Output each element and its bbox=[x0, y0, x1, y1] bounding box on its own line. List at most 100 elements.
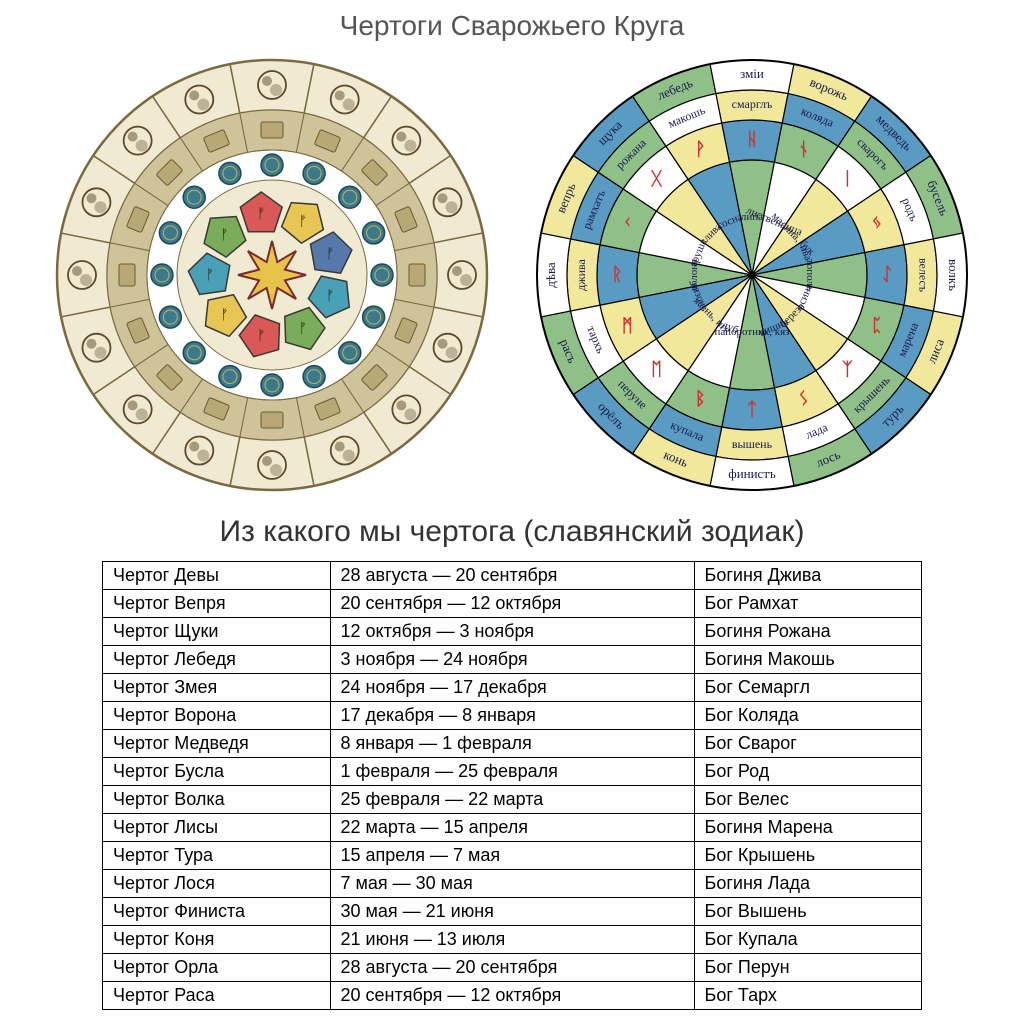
svg-text:ᛗ: ᛗ bbox=[622, 315, 633, 335]
table-row: Чертог Вепря20 сентября — 12 октябряБог … bbox=[103, 590, 922, 618]
svg-text:ᛊ: ᛊ bbox=[798, 388, 809, 408]
table-row: Чертог Раса20 сентября — 12 октябряБог Т… bbox=[103, 982, 922, 1010]
table-row: Чертог Финиста30 мая — 21 июняБог Вышень bbox=[103, 898, 922, 926]
table-cell: Чертог Раса bbox=[103, 982, 331, 1010]
svg-text:смарглъ: смарглъ bbox=[732, 97, 773, 111]
left-wheel: ᚠ ᚠ ᚠ ᚠ ᚠ ᚠ ᚠ ᚠ ᚠ bbox=[47, 50, 497, 500]
table-cell: 24 ноября — 17 декабря bbox=[330, 674, 694, 702]
table-cell: 25 февраля — 22 марта bbox=[330, 786, 694, 814]
svg-text:ᛇ: ᛇ bbox=[882, 264, 893, 284]
table-cell: 8 января — 1 февраля bbox=[330, 730, 694, 758]
right-wheel: яблонягрушасливасосналипалиственницамали… bbox=[527, 50, 977, 500]
table-cell: Чертог Ворона bbox=[103, 702, 331, 730]
svg-text:ᚹ: ᚹ bbox=[695, 139, 706, 159]
table-row: Чертог Коня21 июня — 13 июляБог Купала bbox=[103, 926, 922, 954]
table-cell: 28 августа — 20 сентября bbox=[330, 562, 694, 590]
svg-text:джива: джива bbox=[574, 259, 588, 291]
svg-text:ᚷ: ᚷ bbox=[650, 168, 663, 188]
svg-text:ᚠ: ᚠ bbox=[299, 213, 307, 229]
table-cell: Бог Крышень bbox=[694, 842, 922, 870]
svg-text:зміи: зміи bbox=[740, 66, 764, 81]
svg-text:ᚠ: ᚠ bbox=[326, 246, 334, 262]
svg-text:ᚲ: ᚲ bbox=[622, 212, 633, 232]
subtitle: Из какого мы чертога (славянский зодиак) bbox=[220, 515, 805, 549]
table-cell: Чертог Коня bbox=[103, 926, 331, 954]
svg-text:ᚱ: ᚱ bbox=[612, 264, 623, 284]
svg-text:финистъ: финистъ bbox=[728, 466, 776, 481]
wheels-row: ᚠ ᚠ ᚠ ᚠ ᚠ ᚠ ᚠ ᚠ ᚠ яблонягрушасливасосналипалиств… bbox=[47, 50, 977, 500]
table-cell: 20 сентября — 12 октября bbox=[330, 590, 694, 618]
table-row: Чертог Волка25 февраля — 22 мартаБог Вел… bbox=[103, 786, 922, 814]
table-row: Чертог Змея24 ноября — 17 декабряБог Сем… bbox=[103, 674, 922, 702]
table-cell: Чертог Бусла bbox=[103, 758, 331, 786]
table-cell: Чертог Лисы bbox=[103, 814, 331, 842]
table-cell: Бог Рамхат bbox=[694, 590, 922, 618]
table-cell: Богиня Лада bbox=[694, 870, 922, 898]
table-row: Чертог Ворона17 декабря — 8 январяБог Ко… bbox=[103, 702, 922, 730]
table-cell: Чертог Тура bbox=[103, 842, 331, 870]
table-cell: Чертог Орла bbox=[103, 954, 331, 982]
svg-text:ᛉ: ᛉ bbox=[842, 359, 853, 379]
table-cell: Бог Купала bbox=[694, 926, 922, 954]
table-cell: Чертог Лося bbox=[103, 870, 331, 898]
table-cell: 7 мая — 30 мая bbox=[330, 870, 694, 898]
table-cell: Чертог Лебедя bbox=[103, 646, 331, 674]
table-row: Чертог Лося7 мая — 30 маяБогиня Лада bbox=[103, 870, 922, 898]
table-cell: Чертог Волка bbox=[103, 786, 331, 814]
page-title: Чертоги Сварожьего Круга bbox=[340, 10, 685, 42]
table-cell: Бог Род bbox=[694, 758, 922, 786]
table-cell: Чертог Вепря bbox=[103, 590, 331, 618]
table-cell: Бог Перун bbox=[694, 954, 922, 982]
table-cell: 30 мая — 21 июня bbox=[330, 898, 694, 926]
table-cell: Чертог Щуки bbox=[103, 618, 331, 646]
svg-text:ᚠ: ᚠ bbox=[206, 267, 214, 283]
svg-text:ᚠ: ᚠ bbox=[220, 307, 228, 323]
table-cell: Богиня Марена bbox=[694, 814, 922, 842]
table-cell: Бог Тарх bbox=[694, 982, 922, 1010]
table-row: Чертог Тура15 апреля — 7 маяБог Крышень bbox=[103, 842, 922, 870]
table-cell: 15 апреля — 7 мая bbox=[330, 842, 694, 870]
svg-text:ᚾ: ᚾ bbox=[798, 139, 809, 159]
table-cell: Бог Велес bbox=[694, 786, 922, 814]
svg-text:ᚠ: ᚠ bbox=[257, 206, 265, 222]
table-row: Чертог Бусла1 февраля — 25 февраляБог Ро… bbox=[103, 758, 922, 786]
table-cell: 21 июня — 13 июля bbox=[330, 926, 694, 954]
svg-text:ᚠ: ᚠ bbox=[257, 328, 265, 344]
svg-text:ᛃ: ᛃ bbox=[871, 212, 882, 232]
svg-text:волкъ: волкъ bbox=[946, 259, 961, 291]
table-cell: 22 марта — 15 апреля bbox=[330, 814, 694, 842]
table-row: Чертог Девы28 августа — 20 сентябряБогин… bbox=[103, 562, 922, 590]
table-cell: 1 февраля — 25 февраля bbox=[330, 758, 694, 786]
svg-text:ᛖ: ᛖ bbox=[651, 359, 662, 379]
table-cell: Чертог Змея bbox=[103, 674, 331, 702]
table-cell: Бог Коляда bbox=[694, 702, 922, 730]
table-row: Чертог Лебедя3 ноября — 24 ноябряБогиня … bbox=[103, 646, 922, 674]
svg-text:ᚠ: ᚠ bbox=[299, 321, 307, 337]
table-row: Чертог Медведя8 января — 1 февраляБог Св… bbox=[103, 730, 922, 758]
table-cell: Бог Сварог bbox=[694, 730, 922, 758]
svg-text:ᚺ: ᚺ bbox=[747, 129, 758, 149]
table-row: Чертог Лисы22 марта — 15 апреляБогиня Ма… bbox=[103, 814, 922, 842]
svg-text:ᛏ: ᛏ bbox=[747, 399, 758, 419]
table-row: Чертог Орла28 августа — 20 сентябряБог П… bbox=[103, 954, 922, 982]
zodiac-table: Чертог Девы28 августа — 20 сентябряБогин… bbox=[102, 561, 922, 1010]
table-row: Чертог Щуки12 октября — 3 ноябряБогиня Р… bbox=[103, 618, 922, 646]
svg-text:вышень: вышень bbox=[732, 437, 773, 451]
table-cell: Богиня Рожана bbox=[694, 618, 922, 646]
svg-text:дѣва: дѣва bbox=[543, 262, 558, 288]
table-cell: Богиня Макошь bbox=[694, 646, 922, 674]
table-cell: Чертог Девы bbox=[103, 562, 331, 590]
svg-text:ᚠ: ᚠ bbox=[326, 288, 334, 304]
table-cell: 12 октября — 3 ноября bbox=[330, 618, 694, 646]
table-cell: 3 ноября — 24 ноября bbox=[330, 646, 694, 674]
table-cell: 28 августа — 20 сентября bbox=[330, 954, 694, 982]
table-cell: Бог Вышень bbox=[694, 898, 922, 926]
svg-text:ᚠ: ᚠ bbox=[220, 227, 228, 243]
table-cell: Чертог Финиста bbox=[103, 898, 331, 926]
svg-text:велесъ: велесъ bbox=[916, 258, 930, 292]
svg-text:ᛁ: ᛁ bbox=[842, 168, 853, 188]
table-cell: 17 декабря — 8 января bbox=[330, 702, 694, 730]
svg-text:ᛈ: ᛈ bbox=[871, 315, 882, 335]
table-cell: 20 сентября — 12 октября bbox=[330, 982, 694, 1010]
table-cell: Бог Семаргл bbox=[694, 674, 922, 702]
